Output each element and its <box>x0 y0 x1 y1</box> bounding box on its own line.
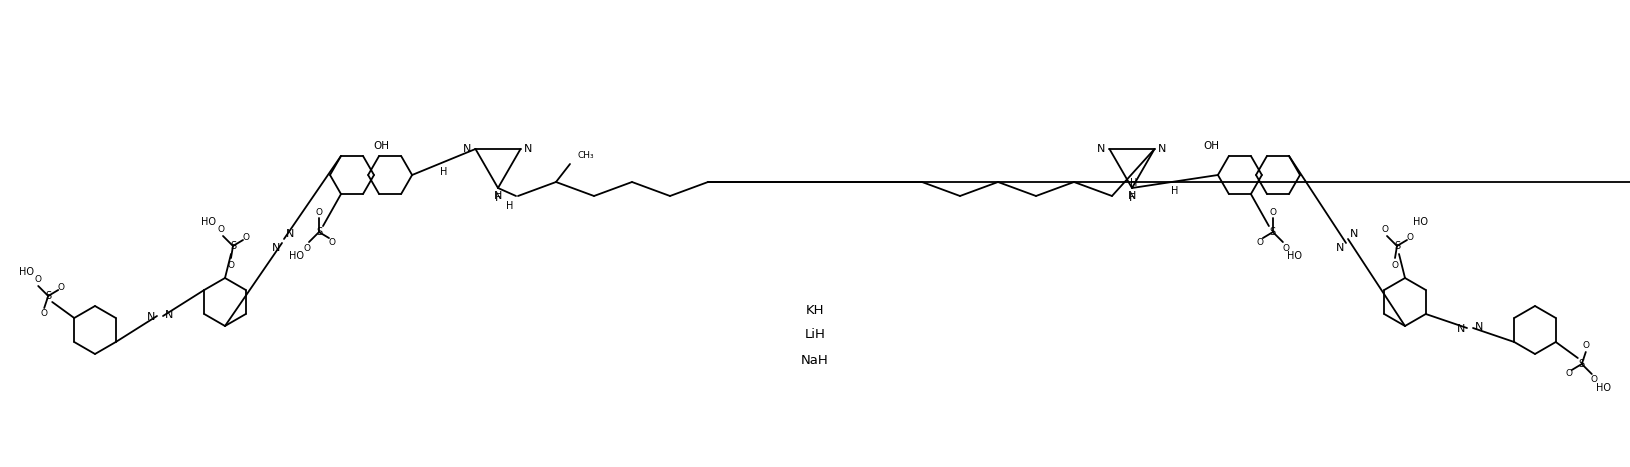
Text: N: N <box>1128 191 1136 201</box>
Text: O: O <box>1382 226 1389 234</box>
Text: N: N <box>147 312 155 322</box>
Text: CH₃: CH₃ <box>579 151 595 161</box>
Text: N: N <box>1337 243 1345 253</box>
Text: S: S <box>1270 227 1276 237</box>
Text: N: N <box>1350 229 1358 239</box>
Text: KH: KH <box>805 304 825 317</box>
Text: O: O <box>1583 341 1589 351</box>
Text: S: S <box>1394 241 1400 251</box>
Text: O: O <box>34 276 42 284</box>
Text: O: O <box>316 207 323 217</box>
Text: O: O <box>243 233 249 241</box>
Text: HO: HO <box>1596 383 1612 393</box>
Text: S: S <box>1579 359 1584 369</box>
Text: N: N <box>1475 322 1483 332</box>
Text: N: N <box>1097 144 1105 154</box>
Text: O: O <box>1591 375 1597 384</box>
Text: N: N <box>494 191 502 201</box>
Text: O: O <box>228 261 235 269</box>
Text: OH: OH <box>373 141 390 151</box>
Text: HO: HO <box>1288 251 1302 261</box>
Text: F: F <box>496 193 500 203</box>
Text: O: O <box>217 226 225 234</box>
Text: N: N <box>1159 144 1167 154</box>
Text: S: S <box>46 291 51 301</box>
Text: O: O <box>1565 369 1573 378</box>
Text: H: H <box>1172 186 1178 197</box>
Text: N: N <box>525 144 533 154</box>
Text: N: N <box>285 229 293 239</box>
Text: N: N <box>463 144 471 154</box>
Text: O: O <box>1392 261 1399 269</box>
Text: O: O <box>41 310 47 318</box>
Text: O: O <box>1407 233 1413 241</box>
Text: O: O <box>1270 207 1276 217</box>
Text: N: N <box>272 243 280 253</box>
Text: HO: HO <box>290 251 305 261</box>
Text: O: O <box>1257 238 1263 247</box>
Text: S: S <box>230 241 236 251</box>
Text: HO: HO <box>1413 217 1428 227</box>
Text: N: N <box>165 310 173 320</box>
Text: O: O <box>303 244 310 253</box>
Text: HO: HO <box>18 267 34 277</box>
Text: H: H <box>1130 177 1138 187</box>
Text: F: F <box>1130 193 1134 203</box>
Text: N: N <box>1457 324 1465 334</box>
Text: LiH: LiH <box>805 328 825 341</box>
Text: O: O <box>57 283 65 292</box>
Text: O: O <box>1283 244 1289 253</box>
Text: OH: OH <box>1203 141 1219 151</box>
Text: NaH: NaH <box>800 354 830 367</box>
Text: O: O <box>329 238 336 247</box>
Text: H: H <box>507 201 513 211</box>
Text: H: H <box>440 167 448 177</box>
Text: S: S <box>316 227 323 237</box>
Text: HO: HO <box>202 217 217 227</box>
